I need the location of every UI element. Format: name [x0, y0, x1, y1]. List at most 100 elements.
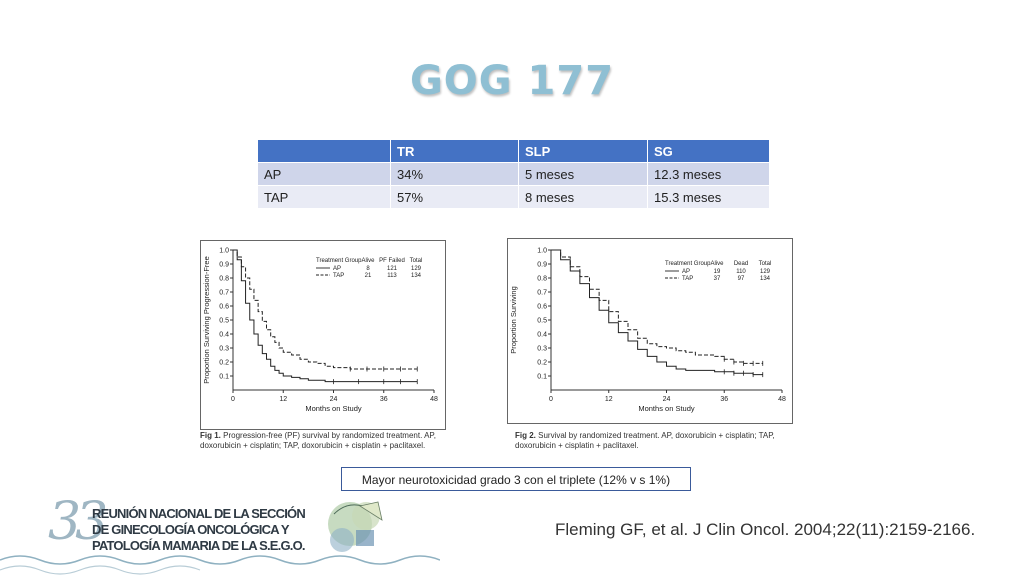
y-tick-label: 0.8: [537, 276, 547, 283]
legend-header: Total: [759, 261, 772, 267]
caption-text: Survival by randomized treatment. AP, do…: [515, 431, 775, 450]
y-tick-label: 1.0: [537, 248, 547, 255]
neurotoxicity-note: Mayor neurotoxicidad grado 3 con el trip…: [341, 467, 691, 491]
x-axis-label: Months on Study: [305, 404, 362, 413]
legend-count: 121: [387, 266, 398, 272]
logo-illustration: [328, 501, 383, 552]
logo-wave: [0, 565, 201, 575]
y-tick-label: 0.9: [219, 262, 229, 269]
caption-text: Progression-free (PF) survival by random…: [200, 431, 436, 450]
legend-count: 37: [714, 276, 721, 282]
x-tick-label: 12: [605, 396, 613, 403]
legend-header: PF Failed: [379, 258, 405, 264]
table-header-cell: SG: [647, 140, 770, 163]
pf-survival-chart: 0.1 0.2 0.3 0.4 0.5 0.6 0.7 0.8 0.9 1.0 0 12 24 36 48 M…: [200, 240, 446, 430]
y-tick-label: 0.9: [537, 262, 547, 269]
x-tick-label: 12: [279, 396, 287, 403]
logo-graphic: [0, 501, 440, 575]
table-header-row: TR SLP SG: [258, 140, 770, 163]
series-line-ap: [551, 249, 763, 376]
y-axis-label: Proportion Surviving: [509, 286, 518, 354]
table-header-cell: SLP: [518, 140, 648, 163]
figure-2: 0.1 0.2 0.3 0.4 0.5 0.6 0.7 0.8 0.9 1.0 0 12 24 36 48 M…: [507, 238, 793, 424]
slide-title: GOG 177: [409, 58, 615, 104]
legend-count: 21: [365, 273, 372, 279]
y-tick-label: 0.1: [537, 374, 547, 381]
table-cell: 12.3 meses: [647, 162, 770, 186]
logo-number: 33: [48, 492, 108, 552]
y-tick-label: 0.6: [219, 304, 229, 311]
table-cell: 15.3 meses: [647, 185, 770, 208]
legend-series-label: TAP: [682, 276, 693, 282]
overall-survival-chart: 0.1 0.2 0.3 0.4 0.5 0.6 0.7 0.8 0.9 1.0 0 12 24 36 48 M…: [507, 238, 793, 424]
y-tick-label: 0.2: [537, 360, 547, 367]
series-line-ap: [233, 249, 418, 383]
caption-label: Fig 1.: [200, 431, 221, 440]
legend-header: Total: [410, 258, 423, 264]
legend-count: 110: [736, 269, 746, 275]
legend-series-label: TAP: [333, 273, 344, 279]
logo-text-line: DE GINECOLOGÍA ONCOLÓGICA Y: [92, 522, 290, 537]
y-tick-label: 0.4: [537, 332, 547, 339]
x-tick-label: 0: [549, 396, 553, 403]
y-tick-label: 0.7: [219, 290, 229, 297]
table-cell: TAP: [258, 185, 391, 208]
legend-series-label: AP: [333, 266, 341, 272]
x-tick-label: 48: [778, 396, 786, 403]
legend-header: Treatment Group: [665, 261, 711, 267]
table-header-cell: TR: [390, 140, 519, 163]
y-tick-label: 0.7: [537, 290, 547, 297]
table-cell: AP: [258, 162, 391, 186]
logo-text-line: REUNIÓN NACIONAL DE LA SECCIÓN: [92, 506, 306, 521]
y-tick-label: 0.6: [537, 304, 547, 311]
y-tick-label: 0.5: [219, 318, 229, 325]
y-axis-label: Proportion Surviving Progression-Free: [202, 256, 211, 384]
x-tick-label: 24: [330, 396, 338, 403]
chart-frame: [200, 240, 446, 430]
y-tick-label: 0.8: [219, 276, 229, 283]
legend-count: 134: [760, 276, 771, 282]
table-row: AP 34% 5 meses 12.3 meses: [258, 162, 770, 186]
chart-frame: [507, 238, 793, 424]
x-tick-label: 24: [663, 396, 671, 403]
table-cell: 57%: [390, 185, 519, 208]
y-tick-label: 0.3: [219, 346, 229, 353]
logo-wave: [0, 555, 440, 565]
y-tick-label: 0.5: [537, 318, 547, 325]
legend-count: 19: [714, 269, 721, 275]
legend-count: 134: [411, 273, 422, 279]
table-cell: 34%: [390, 162, 519, 186]
legend-count: 97: [738, 276, 745, 282]
legend-header: Alive: [710, 261, 724, 267]
legend-count: 129: [411, 266, 422, 272]
series-line-tap: [233, 249, 418, 370]
y-tick-label: 0.2: [219, 360, 229, 367]
legend-header: Dead: [734, 261, 748, 267]
caption-label: Fig 2.: [515, 431, 536, 440]
x-tick-label: 48: [430, 396, 438, 403]
legend-count: 8: [366, 266, 370, 272]
x-tick-label: 36: [380, 396, 388, 403]
figure-2-caption: Fig 2. Survival by randomized treatment.…: [515, 431, 797, 451]
y-tick-label: 1.0: [219, 248, 229, 255]
logo-text-line: PATOLOGÍA MAMARIA DE LA S.E.G.O.: [92, 538, 306, 553]
y-tick-label: 0.3: [537, 346, 547, 353]
y-tick-label: 0.1: [219, 374, 229, 381]
table-cell: 5 meses: [518, 162, 648, 186]
figure-1: 0.1 0.2 0.3 0.4 0.5 0.6 0.7 0.8 0.9 1.0 0 12 24 36 48 M…: [200, 240, 446, 430]
legend-series-label: AP: [682, 269, 690, 275]
table-row: TAP 57% 8 meses 15.3 meses: [258, 185, 770, 208]
legend-header: Treatment Group: [316, 258, 362, 264]
results-table: TR SLP SG AP 34% 5 meses 12.3 meses TAP …: [258, 140, 770, 208]
y-tick-label: 0.4: [219, 332, 229, 339]
legend-header: Alive: [361, 258, 375, 264]
x-axis-label: Months on Study: [638, 404, 695, 413]
x-tick-label: 36: [720, 396, 728, 403]
table-cell: 8 meses: [518, 185, 648, 208]
citation: Fleming GF, et al. J Clin Oncol. 2004;22…: [555, 520, 976, 539]
x-tick-label: 0: [231, 396, 235, 403]
figure-1-caption: Fig 1. Progression-free (PF) survival by…: [200, 431, 450, 451]
legend-count: 113: [387, 273, 397, 279]
legend-count: 129: [760, 269, 771, 275]
table-header-cell: [258, 140, 391, 163]
